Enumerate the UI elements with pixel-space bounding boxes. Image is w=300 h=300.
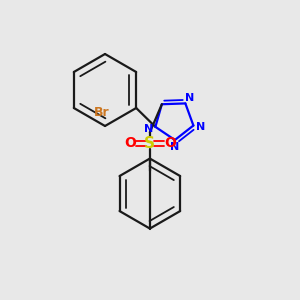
Text: N: N [185, 93, 194, 103]
Text: N: N [144, 124, 153, 134]
Text: O: O [164, 136, 176, 150]
Text: Br: Br [94, 106, 110, 119]
Text: O: O [124, 136, 136, 150]
Text: N: N [196, 122, 205, 132]
Text: N: N [170, 142, 180, 152]
Text: S: S [144, 136, 155, 151]
